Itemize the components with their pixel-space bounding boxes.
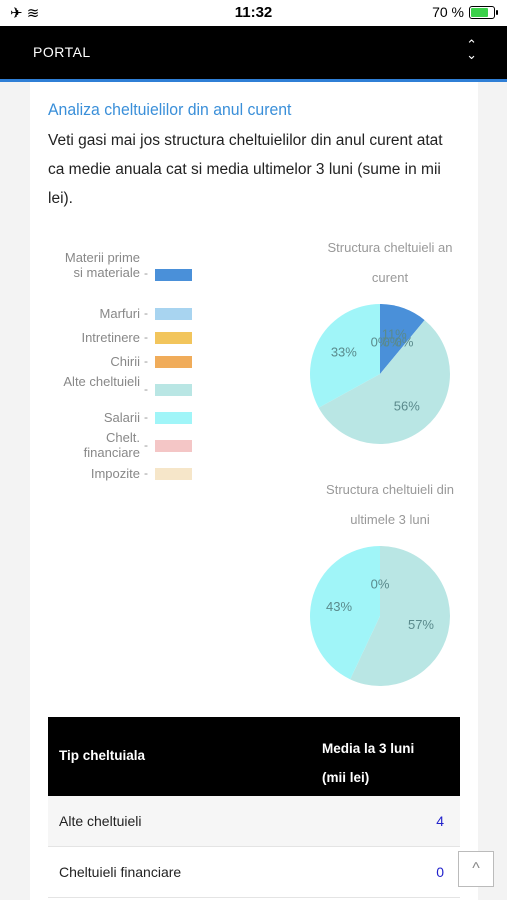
airplane-wifi-icons: ✈ ≋ [10,5,40,22]
battery-icon [469,5,498,19]
chevron-up-icon: ^ [472,860,480,877]
pie-slice[interactable] [310,304,380,408]
pie-data-label: 0% [371,577,390,592]
pie-data-label: 33% [331,345,357,360]
cell-value: 4 [436,813,444,829]
header-media-3-luni[interactable]: Media la 3 luni (mii lei) [322,741,415,785]
table-header: Tip cheltuiala Media la 3 luni (mii lei) [48,717,460,796]
pie-slice[interactable] [310,546,380,680]
pie-chart-last-3-months: 57% 43% 0% [310,546,450,686]
table-row: Alte cheltuieli 4 [48,796,460,847]
battery-percent: 70 % [432,4,464,20]
legend-label: Chirii [110,354,140,369]
nav-toggle-chevron-icon[interactable]: ⌃ ⌄ [466,37,477,62]
legend-swatch [155,440,192,452]
pie-data-label: 0% [371,335,390,350]
status-bar: ✈ ≋ 11:32 70 % [0,0,507,26]
pie-data-label: 0% [383,335,402,350]
legend-label: Salarii [103,410,140,425]
pie-data-label: 56% [394,398,420,413]
pie-slice[interactable] [318,320,450,444]
section-intro: Veti gasi mai jos structura cheltuielilo… [48,132,443,207]
cell-type: Cheltuieli financiare [59,864,182,880]
status-right: 70 % [432,4,498,20]
cell-value: 0 [436,864,444,880]
legend-swatch [155,356,192,368]
legend-label: Marfuri [99,306,140,321]
legend-label: Alte cheltuieli [63,374,140,389]
pie-slice[interactable] [350,546,450,686]
pie-slice[interactable] [380,304,425,374]
navbar-title[interactable]: PORTAL [33,44,91,60]
section-title: Analiza cheltuielilor din anul curent [48,100,292,119]
legend-label: Chelt. financiare [83,430,140,460]
pie-data-label: 43% [326,599,352,614]
legend-swatch [155,384,192,396]
legend-label: Intretinere [81,330,140,345]
cell-type: Alte cheltuieli [59,813,142,829]
pie-data-label: 11% [382,326,407,341]
legend-swatch [155,468,192,480]
legend-swatch [155,308,192,320]
pie-data-label: 57% [408,617,434,632]
status-time: 11:32 [234,4,273,21]
header-tip-cheltuiala[interactable]: Tip cheltuiala [59,748,146,763]
legend-label: Impozite [90,466,140,481]
table-row: Cheltuieli financiare 0 [48,847,460,898]
chart-title-last-3-months: Structura cheltuieli din ultimele 3 luni [326,482,454,527]
legend-swatch [155,412,192,424]
legend-swatch [155,332,192,344]
pie-data-label: 0% [395,335,414,350]
legend-swatch [155,269,192,281]
top-navbar: PORTAL ⌃ ⌄ [0,26,507,82]
scroll-to-top-button[interactable]: ^ [458,851,494,887]
pie-chart-current-year: 11%56%33%0%0%0% [310,304,450,444]
legend-label: Materii prime si materiale [64,250,140,280]
content-card: Analiza cheltuielilor din anul curent Ve… [30,82,478,900]
chart-title-current-year: Structura cheltuieli an curent [327,240,453,285]
